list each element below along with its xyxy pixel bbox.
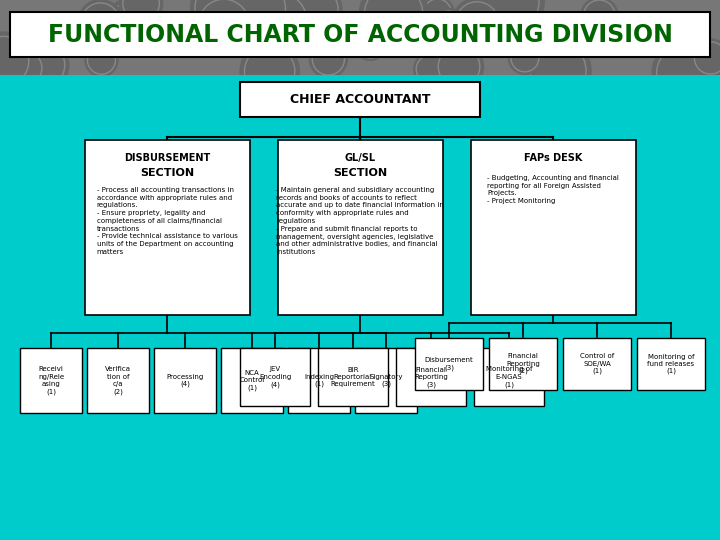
Bar [637,338,705,390]
Text: NCA
Control
(1): NCA Control (1) [239,370,265,391]
Text: Processing
(4): Processing (4) [166,374,204,387]
Bar [396,348,466,406]
Circle shape [284,0,338,49]
Circle shape [120,0,163,25]
Bar [10,12,710,57]
Circle shape [435,42,484,91]
Circle shape [194,0,253,54]
Text: - Maintain general and subsidiary accounting
records and books of accounts to re: - Maintain general and subsidiary accoun… [276,187,444,255]
Bar [240,348,310,406]
Bar [84,140,250,315]
Circle shape [354,29,386,60]
Circle shape [0,32,33,90]
Text: CHIEF ACCOUNTANT: CHIEF ACCOUNTANT [289,93,431,106]
Text: - Budgeting, Accounting and financial
reporting for all Foreign Assisted
Project: - Budgeting, Accounting and financial re… [487,175,619,204]
Text: - Process all accounting transactions in
accordance with appropriate rules and
r: - Process all accounting transactions in… [96,187,238,255]
Bar [489,338,557,390]
Circle shape [240,42,300,101]
Bar [0,0,720,75]
Bar [87,348,149,413]
Text: JEV
Encoding
(4): JEV Encoding (4) [259,367,291,388]
Circle shape [85,44,118,77]
Circle shape [414,52,447,86]
Text: Control of
SOE/WA
(1): Control of SOE/WA (1) [580,354,614,375]
Text: DISBURSEMENT: DISBURSEMENT [124,153,210,163]
Circle shape [191,0,248,36]
Circle shape [359,0,428,48]
Text: Monitoring of
E-NGAS
(1): Monitoring of E-NGAS (1) [486,367,532,388]
Circle shape [475,0,544,36]
Circle shape [581,0,618,35]
Circle shape [508,42,541,75]
Text: Verifica
tion of
c/a
(2): Verifica tion of c/a (2) [105,366,131,395]
Circle shape [248,0,312,52]
Text: FAPs DESK: FAPs DESK [524,153,582,163]
Bar [563,338,631,390]
Circle shape [421,0,454,29]
Text: Monitoring of
fund releases
(1): Monitoring of fund releases (1) [647,354,695,375]
Bar [415,338,483,390]
Bar [318,348,388,406]
Bar [20,348,82,413]
Circle shape [292,0,342,34]
Text: Receivi
ng/Rele
asing
(1): Receivi ng/Rele asing (1) [38,366,64,395]
Circle shape [652,41,714,104]
Circle shape [310,40,347,78]
Bar [240,82,480,117]
Text: FUNCTIONAL CHART OF ACCOUNTING DIVISION: FUNCTIONAL CHART OF ACCOUNTING DIVISION [48,23,672,46]
Circle shape [15,38,69,92]
Circle shape [433,9,465,41]
Bar [474,348,544,406]
Circle shape [231,0,283,47]
Circle shape [525,38,591,103]
Circle shape [451,0,503,49]
Text: Signatory
(3): Signatory (3) [369,374,402,387]
Circle shape [413,0,449,30]
Bar [277,140,443,315]
Circle shape [4,48,45,89]
Bar [154,348,216,413]
Text: SECTION: SECTION [333,168,387,178]
Text: Disbursement
(3): Disbursement (3) [425,357,473,371]
Circle shape [107,0,158,48]
Bar [288,348,350,413]
Text: Financial
Reporting
(3): Financial Reporting (3) [414,367,448,388]
Bar [470,140,636,315]
Bar [355,348,417,413]
Bar [221,348,283,413]
Text: Financial
Reporting
(2): Financial Reporting (2) [506,354,540,375]
Text: SECTION: SECTION [140,168,194,178]
Text: Indexing
(1): Indexing (1) [304,374,334,387]
Circle shape [692,39,720,77]
Circle shape [226,0,290,41]
Text: GL/SL: GL/SL [344,153,376,163]
Circle shape [78,0,123,44]
Text: BIR
Reportorial
Requirement: BIR Reportorial Requirement [330,367,375,387]
Bar [0,75,720,540]
